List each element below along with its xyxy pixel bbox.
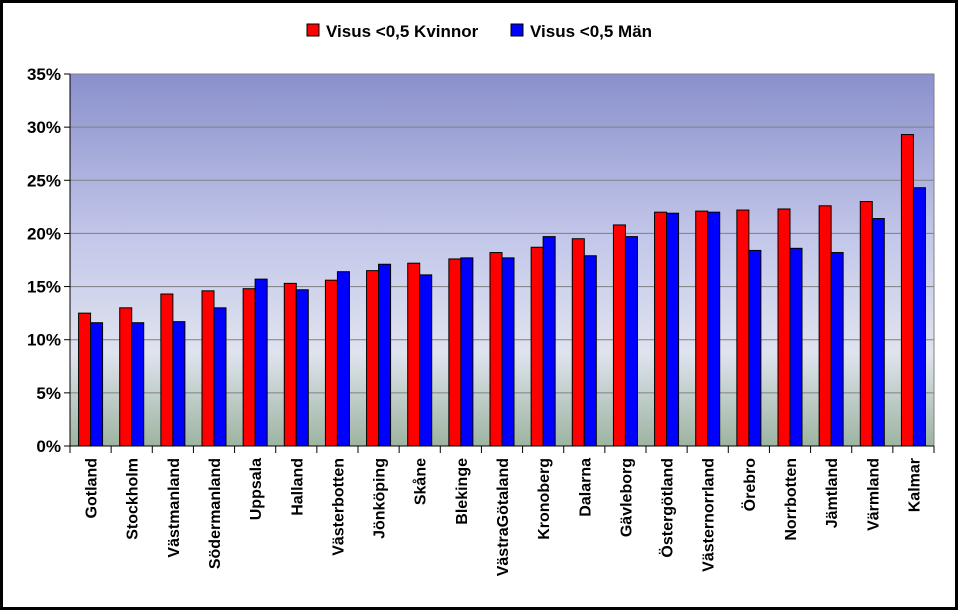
x-tick-label: Södermanland (207, 458, 224, 569)
x-tick-label: Halland (289, 458, 306, 516)
legend-label: Visus <0,5 Kvinnor (326, 22, 479, 41)
y-tick-label: 30% (27, 118, 61, 137)
bar-man (213, 307, 227, 447)
bar-kvinnor (160, 293, 174, 447)
legend-swatch (510, 23, 524, 37)
bar-kvinnor (736, 209, 750, 447)
bar-man (871, 218, 885, 447)
bar-kvinnor (201, 290, 215, 447)
x-tick-label: VästraGötaland (495, 458, 512, 576)
bar-kvinnor (366, 270, 380, 447)
bar-kvinnor (407, 262, 421, 447)
y-tick-label: 25% (27, 171, 61, 190)
legend-swatch (306, 23, 320, 37)
bar-man (419, 274, 433, 447)
bar-kvinnor (78, 312, 92, 447)
x-tick-label: Örebro (740, 458, 759, 512)
x-tick-label: Jämtland (824, 458, 841, 528)
bar-kvinnor (448, 258, 462, 447)
y-tick-label: 20% (27, 224, 61, 243)
y-tick-label: 15% (27, 278, 61, 297)
bar-man (707, 211, 721, 447)
x-tick-label: Stockholm (125, 458, 142, 540)
x-tick-label: Kalmar (906, 458, 923, 512)
x-tick-label: Kronoberg (536, 458, 553, 540)
bar-man (336, 271, 350, 447)
bar-kvinnor (900, 134, 914, 447)
bar-kvinnor (777, 208, 791, 447)
bar-man (583, 255, 597, 447)
y-tick-label: 35% (27, 65, 61, 84)
x-axis (69, 74, 935, 453)
bar-man (830, 252, 844, 447)
x-tick-label: Dalarna (577, 458, 594, 517)
x-tick-label: Västmanland (166, 458, 183, 558)
bar-man (131, 322, 145, 447)
bar-kvinnor (324, 279, 338, 447)
x-axis-labels: Gotland Stockholm Västmanland Södermanland U… (84, 458, 924, 576)
bar-kvinnor (489, 252, 503, 447)
y-tick-label: 0% (36, 437, 61, 456)
bar-kvinnor (612, 224, 626, 447)
x-tick-label: Östergötland (658, 458, 677, 558)
legend: Visus <0,5 Kvinnor Visus <0,5 Män (306, 22, 652, 41)
bar-kvinnor (695, 210, 709, 447)
bar-kvinnor (859, 201, 873, 447)
bar-man (624, 236, 638, 447)
x-tick-label: Jönköping (372, 458, 389, 539)
x-tick-label: Gävleborg (618, 458, 635, 537)
bar-man (295, 289, 309, 447)
bar-man (254, 278, 268, 447)
x-tick-label: Västerbotten (330, 458, 347, 556)
bar-man (912, 187, 926, 447)
bar-man (460, 257, 474, 447)
y-tick-label: 5% (36, 384, 61, 403)
bar-man (378, 263, 392, 447)
bar-man (666, 212, 680, 447)
y-axis-ticks: 0% 5% 10% 15% 20% 25% 30% 35% (27, 65, 70, 456)
x-tick-label: Skåne (412, 458, 430, 505)
x-tick-label: Blekinge (454, 458, 471, 525)
x-tick-label: Värmland (865, 458, 882, 531)
bar-man (90, 322, 104, 447)
legend-label: Visus <0,5 Män (530, 22, 652, 41)
bar-kvinnor (242, 288, 256, 447)
bar-kvinnor (283, 282, 297, 447)
x-tick-label: Gotland (84, 458, 101, 518)
bar-man (748, 249, 762, 447)
y-tick-label: 10% (27, 331, 61, 350)
bar-kvinnor (654, 211, 668, 447)
x-tick-label: Norrbotten (783, 458, 800, 541)
bar-man (789, 247, 803, 447)
bar-man (172, 321, 186, 447)
bar-kvinnor (571, 238, 585, 447)
bar-kvinnor (119, 307, 133, 447)
bar-kvinnor (818, 205, 832, 447)
x-tick-label: Västernorrland (701, 458, 718, 572)
bar-man (501, 257, 515, 447)
bar-kvinnor (530, 246, 544, 447)
bar-man (542, 236, 556, 447)
x-tick-label: Uppsala (248, 458, 265, 520)
